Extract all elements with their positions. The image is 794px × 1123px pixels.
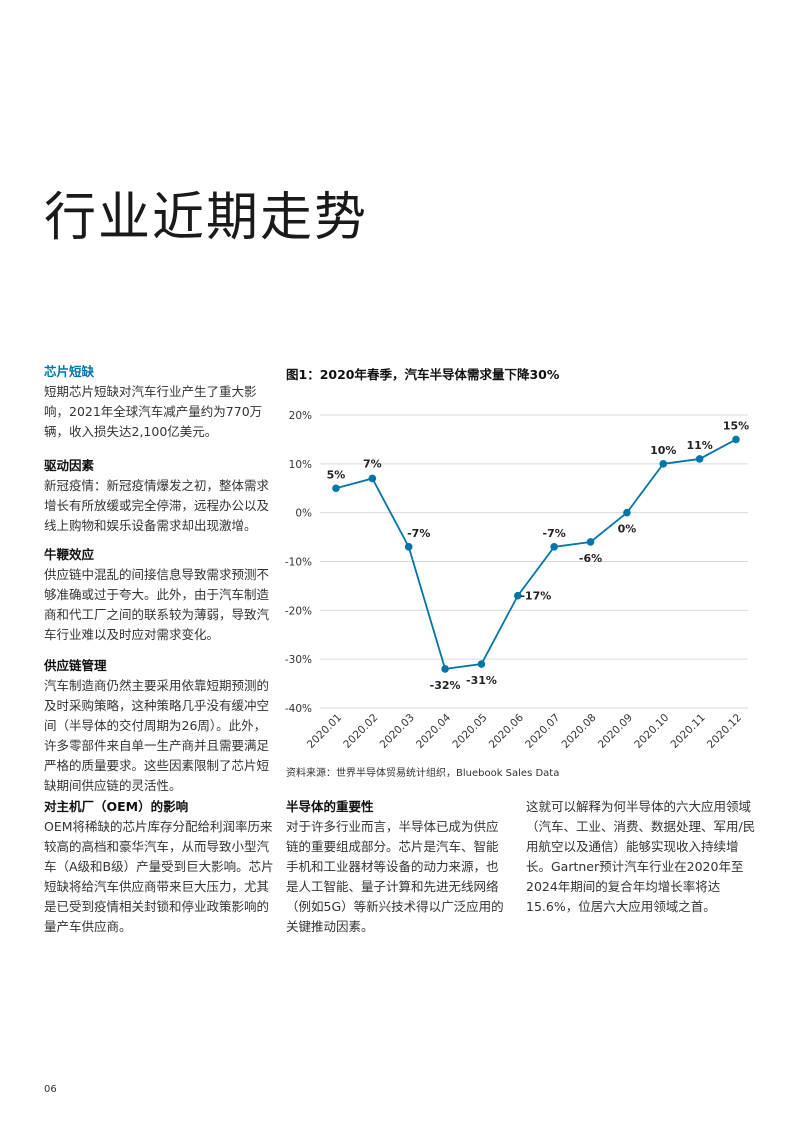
y-tick-label: -40% (285, 703, 312, 715)
data-point (477, 660, 486, 668)
section-bullwhip: 牛鞭效应 供应链中混乱的间接信息导致需求预测不够准确或过于夸大。此外，由于汽车制… (44, 545, 274, 645)
data-point (586, 538, 595, 546)
section-importance: 半导体的重要性 对于许多行业而言，半导体已成为供应链的重要组成部分。芯片是汽车、… (286, 797, 510, 937)
data-label: -6% (579, 552, 602, 565)
x-tick-label: 2020.10 (632, 712, 671, 751)
section-heading: 半导体的重要性 (286, 799, 374, 814)
page-number: 06 (44, 1084, 57, 1095)
section-drivers: 驱动因素 新冠疫情：新冠疫情爆发之初，整体需求增长有所放缓或完全停滞，远程办公以… (44, 456, 274, 536)
x-tick-label: 2020.02 (341, 712, 380, 751)
section-body: 汽车制造商仍然主要采用依靠短期预测的及时采购策略，这种策略几乎没有缓冲空间（半导… (44, 678, 270, 793)
y-tick-label: -20% (285, 605, 312, 617)
data-point (550, 543, 558, 551)
data-point (368, 474, 377, 483)
section-heading: 供应链管理 (44, 658, 107, 673)
x-tick-label: 2020.03 (378, 712, 417, 751)
x-tick-label: 2020.08 (559, 712, 598, 751)
section-heading: 对主机厂（OEM）的影响 (44, 799, 189, 814)
data-point (514, 591, 522, 600)
x-tick-label: 2020.01 (305, 712, 344, 751)
x-tick-label: 2020.06 (487, 711, 526, 750)
data-point (404, 543, 413, 551)
section-growth: 这就可以解释为何半导体的六大应用领域（汽车、工业、消费、数据处理、军用/民用航空… (526, 797, 756, 917)
section-body: 这就可以解释为何半导体的六大应用领域（汽车、工业、消费、数据处理、军用/民用航空… (526, 799, 756, 914)
section-oem-impact: 对主机厂（OEM）的影响 OEM将稀缺的芯片库存分配给利润率历来较高的高档和豪华… (44, 797, 274, 937)
data-label: 7% (363, 457, 382, 470)
data-label: 5% (327, 468, 346, 481)
section-body: 短期芯片短缺对汽车行业产生了重大影响，2021年全球汽车减产量约为770万辆，收… (44, 384, 263, 439)
section-heading: 牛鞭效应 (44, 547, 95, 562)
data-label: -17% (520, 590, 551, 603)
data-point (659, 460, 668, 468)
data-label: -32% (430, 679, 461, 692)
x-tick-label: 2020.09 (596, 712, 635, 751)
data-label: -7% (407, 527, 430, 540)
section-body: 对于许多行业而言，半导体已成为供应链的重要组成部分。芯片是汽车、智能手机和工业器… (286, 819, 504, 934)
line-chart: 20%10%0%-10%-20%-30%-40%2020.012020.0220… (285, 410, 749, 751)
section-chip-shortage: 芯片短缺 短期芯片短缺对汽车行业产生了重大影响，2021年全球汽车减产量约为77… (44, 362, 274, 442)
data-point (732, 435, 740, 444)
section-heading: 驱动因素 (44, 458, 95, 473)
section-body: OEM将稀缺的芯片库存分配给利润率历来较高的高档和豪华汽车，从而导致小型汽车（A… (44, 819, 274, 934)
section-body: 新冠疫情：新冠疫情爆发之初，整体需求增长有所放缓或完全停滞，远程办公以及线上购物… (44, 478, 270, 533)
series-line (335, 438, 737, 670)
y-tick-label: 10% (289, 459, 312, 471)
data-point (695, 455, 704, 463)
data-label: 15% (723, 419, 749, 432)
x-tick-label: 2020.07 (523, 712, 562, 751)
data-label: 0% (618, 523, 637, 536)
y-tick-label: -10% (285, 557, 312, 569)
data-point (441, 665, 449, 673)
x-tick-label: 2020.05 (450, 712, 489, 751)
chart-source: 资料来源：世界半导体贸易统计组织，Bluebook Sales Data (286, 768, 560, 779)
data-label: -7% (543, 527, 566, 540)
section-body: 供应链中混乱的间接信息导致需求预测不够准确或过于夸大。此外，由于汽车制造商和代工… (44, 567, 270, 642)
section-heading: 芯片短缺 (44, 364, 95, 379)
data-label: -31% (466, 674, 497, 687)
data-label: 10% (650, 444, 676, 457)
chart-title: 图1：2020年春季，汽车半导体需求量下降30% (286, 367, 560, 382)
page-title: 行业近期走势 (44, 188, 369, 248)
y-tick-label: 20% (289, 410, 312, 422)
data-point (332, 484, 340, 493)
y-tick-label: -30% (285, 654, 312, 666)
x-tick-label: 2020.12 (705, 712, 744, 751)
section-supply-chain: 供应链管理 汽车制造商仍然主要采用依靠短期预测的及时采购策略，这种策略几乎没有缓… (44, 656, 274, 796)
data-point (623, 508, 631, 517)
x-tick-label: 2020.11 (669, 712, 708, 751)
y-tick-label: 0% (295, 508, 312, 520)
data-label: 11% (686, 439, 712, 452)
x-tick-label: 2020.04 (414, 711, 453, 750)
